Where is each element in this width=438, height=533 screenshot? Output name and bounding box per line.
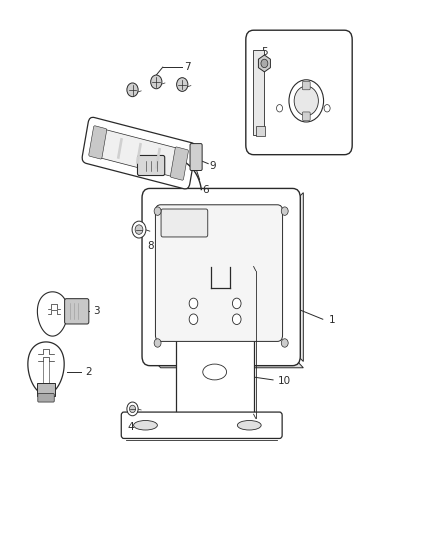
Circle shape [276,104,283,112]
Circle shape [294,86,318,116]
Polygon shape [258,55,270,72]
FancyBboxPatch shape [38,393,54,402]
Bar [253,50,264,135]
Text: 7: 7 [184,62,191,72]
Text: 4: 4 [127,422,134,432]
FancyBboxPatch shape [82,117,196,189]
Text: 10: 10 [277,376,290,386]
FancyBboxPatch shape [190,143,202,171]
Text: 5: 5 [261,46,268,56]
Circle shape [189,314,198,325]
Circle shape [189,298,198,309]
Polygon shape [28,342,64,394]
FancyBboxPatch shape [302,82,310,90]
FancyBboxPatch shape [246,30,352,155]
Bar [37,383,55,395]
FancyBboxPatch shape [142,189,300,366]
FancyBboxPatch shape [121,412,282,439]
Bar [117,138,123,159]
FancyBboxPatch shape [94,128,183,177]
Text: 1: 1 [329,316,336,325]
Text: 6: 6 [202,185,209,195]
Bar [176,266,254,414]
FancyBboxPatch shape [170,147,188,180]
Circle shape [324,104,330,112]
Bar [256,126,265,136]
Circle shape [127,83,138,96]
FancyBboxPatch shape [138,156,165,175]
Text: 8: 8 [147,241,154,251]
FancyBboxPatch shape [302,112,310,120]
Text: 2: 2 [85,367,92,377]
FancyBboxPatch shape [89,126,107,159]
Circle shape [132,221,146,238]
Polygon shape [150,356,304,368]
Circle shape [135,225,143,235]
Circle shape [151,75,162,89]
Polygon shape [37,292,67,336]
Polygon shape [293,192,304,361]
Ellipse shape [237,421,261,430]
Circle shape [154,339,161,347]
Circle shape [233,298,241,309]
Text: 3: 3 [94,306,100,316]
Bar [155,148,161,169]
Circle shape [261,59,268,68]
Circle shape [281,207,288,215]
Ellipse shape [134,421,157,430]
Circle shape [130,405,135,413]
FancyBboxPatch shape [155,205,283,342]
Circle shape [233,314,241,325]
Text: 9: 9 [209,161,216,171]
FancyBboxPatch shape [65,298,89,324]
Ellipse shape [203,364,226,380]
Bar [136,143,142,164]
Circle shape [281,339,288,347]
Circle shape [289,80,324,122]
FancyBboxPatch shape [161,209,208,237]
Circle shape [154,207,161,215]
Circle shape [127,402,138,416]
Circle shape [177,78,188,91]
